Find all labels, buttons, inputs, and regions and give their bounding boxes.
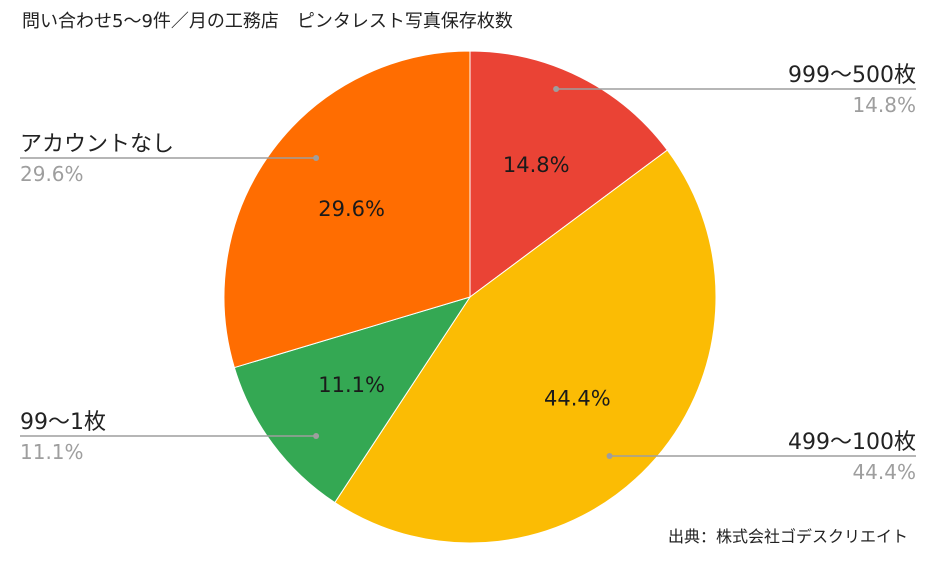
pie-slice (334, 149, 717, 544)
legend-name: 99〜1枚 (20, 410, 106, 435)
slice-value-label: 29.6% (318, 197, 385, 221)
legend-name: 999〜500枚 (788, 63, 916, 88)
pie-callouts: 999〜500枚 14.8% 499〜100枚 44.4% 99〜1枚 11.1% アカウン… (20, 63, 916, 484)
legend-percent: 29.6% (20, 162, 84, 186)
pie-slice (469, 50, 669, 298)
pie-slice (233, 296, 472, 504)
slice-value-label: 11.1% (318, 373, 385, 397)
legend-percent: 11.1% (20, 440, 84, 464)
legend-percent: 44.4% (852, 460, 916, 484)
source-note: 出典：株式会社ゴデスクリエイト (668, 527, 908, 546)
legend-name: アカウントなし (20, 132, 174, 157)
chart-title: 問い合わせ5〜9件／月の工務店 ピンタレスト写真保存枚数 (22, 11, 513, 32)
legend-percent: 14.8% (852, 93, 916, 117)
slice-value-label: 44.4% (544, 386, 611, 410)
slice-value-label: 14.8% (503, 153, 570, 177)
pie-slices (223, 50, 717, 544)
legend-name: 499〜100枚 (788, 430, 916, 455)
pie-slice (223, 50, 471, 369)
pie-slice-labels: 14.8% 44.4% 11.1% 29.6% (318, 153, 610, 410)
